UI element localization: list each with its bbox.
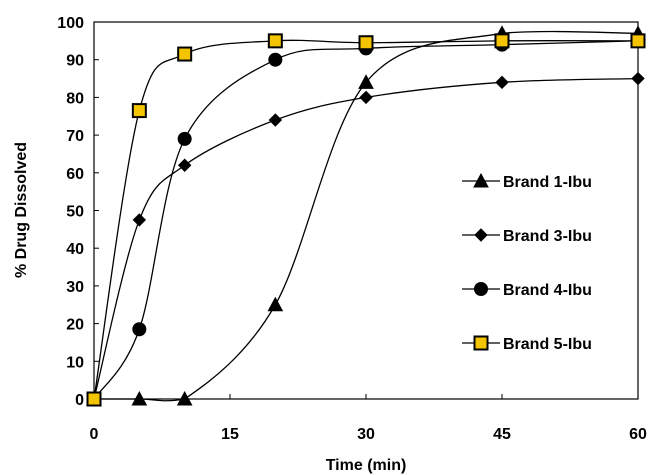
y-axis-title: % Drug Dissolved — [13, 142, 30, 278]
square-marker — [177, 46, 193, 62]
legend-label: Brand 1-Ibu — [503, 174, 592, 191]
square-marker — [630, 33, 646, 49]
x-tick-label: 15 — [221, 426, 239, 443]
x-tick-label: 60 — [629, 426, 647, 443]
y-tick-label: 50 — [66, 204, 84, 221]
triangle-marker — [267, 296, 284, 312]
y-tick-label: 30 — [66, 279, 84, 296]
square-marker — [131, 103, 147, 119]
series-markers — [86, 25, 646, 407]
y-tick-label: 40 — [66, 241, 84, 258]
legend-circle-marker — [474, 282, 488, 296]
diamond-marker — [631, 71, 645, 86]
x-axis-ticks: 0 15 30 45 60 — [90, 394, 647, 443]
y-tick-label: 100 — [57, 15, 84, 32]
y-tick-label: 20 — [66, 317, 84, 334]
circle-marker — [268, 52, 283, 67]
y-tick-label: 80 — [66, 90, 84, 107]
x-tick-label: 30 — [357, 426, 375, 443]
y-tick-label: 60 — [66, 166, 84, 183]
diamond-marker — [359, 90, 373, 105]
y-tick-label: 70 — [66, 128, 84, 145]
y-tick-label: 90 — [66, 53, 84, 70]
legend-triangle-marker — [473, 172, 489, 188]
diamond-marker — [268, 113, 283, 127]
x-tick-label: 45 — [493, 426, 511, 443]
circle-marker — [132, 322, 147, 337]
diamond-marker — [495, 75, 509, 90]
square-marker — [267, 33, 283, 49]
legend-label: Brand 3-Ibu — [503, 228, 592, 245]
y-tick-label: 10 — [66, 354, 84, 371]
legend-label: Brand 4-Ibu — [503, 282, 592, 299]
legend: Brand 1-Ibu Brand 3-Ibu Brand 4-Ibu Brand 5… — [462, 172, 592, 353]
diamond-marker — [132, 213, 147, 227]
legend-square-marker — [473, 335, 489, 351]
y-tick-label: 0 — [75, 392, 84, 409]
x-tick-label: 0 — [90, 426, 99, 443]
legend-diamond-marker — [474, 228, 488, 242]
triangle-marker — [176, 390, 193, 406]
triangle-marker — [131, 390, 148, 406]
square-marker — [86, 391, 102, 407]
square-marker — [358, 35, 374, 51]
y-axis-ticks: 0 10 20 30 40 50 60 70 80 90 100 — [57, 15, 99, 409]
square-marker — [494, 33, 510, 49]
diamond-marker — [177, 158, 192, 172]
x-axis-title: Time (min) — [326, 457, 407, 474]
triangle-marker — [358, 74, 374, 89]
legend-label: Brand 5-Ibu — [503, 336, 592, 353]
circle-marker — [177, 131, 192, 146]
